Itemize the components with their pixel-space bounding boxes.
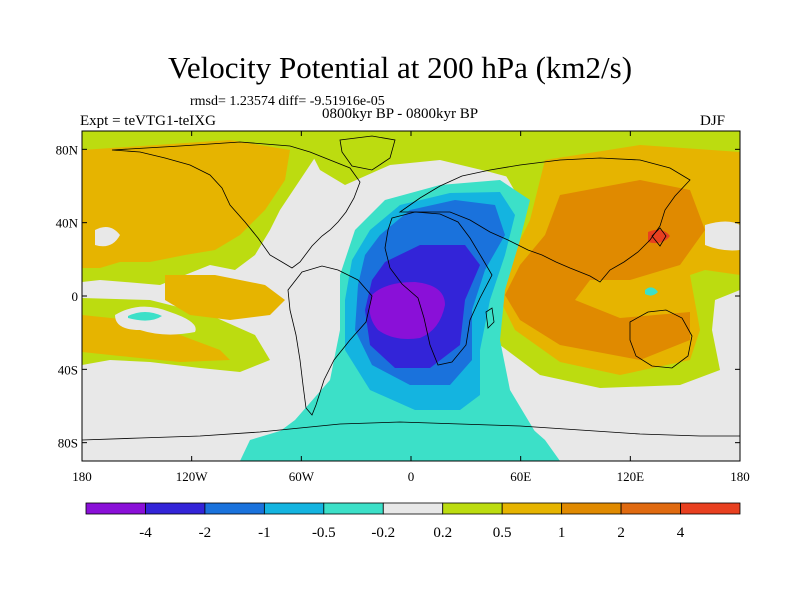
- coast-eurasia: [398, 157, 691, 283]
- colorbar-label: -4: [139, 525, 152, 541]
- coast-north-america: [111, 141, 361, 269]
- coast-australia: [629, 309, 693, 369]
- x-tick-label: 180: [730, 469, 750, 484]
- colorbar-swatch: [501, 502, 563, 515]
- colorbar-swatch: [620, 502, 681, 515]
- contour-asia-2: [505, 180, 705, 360]
- y-tick-label: 0: [72, 289, 79, 304]
- coast-madagascar: [485, 307, 495, 329]
- season-label: DJF: [700, 113, 726, 129]
- contour-pacific-blob-neg: [128, 312, 162, 321]
- colorbar-label: 1: [558, 525, 566, 541]
- contour-maritime-blob: [645, 287, 658, 296]
- x-tick-label: 60E: [510, 469, 531, 484]
- map-axes: 180 120W 60W 0 60E 120E 180 80N 40N 0 40S 80S: [56, 131, 750, 484]
- colorbar-label: -1: [258, 525, 271, 541]
- contour-central-pacific-1: [165, 275, 285, 320]
- colorbar: -4 -2 -1 -0.5 -0.2 0.2 0.5 1 2 4: [85, 502, 741, 541]
- colorbar-swatch: [263, 502, 325, 515]
- coast-japan: [651, 227, 667, 247]
- colorbar-label: 4: [677, 525, 685, 541]
- experiment-label: Expt = teVTG1-teIXG: [80, 113, 216, 129]
- x-tick-label: 120E: [617, 469, 645, 484]
- contour-west-indian-blob-0.2: [705, 221, 740, 251]
- contour-south-pacific-1: [82, 315, 230, 362]
- y-tick-label: 80N: [56, 142, 79, 157]
- colorbar-label: 0.5: [493, 525, 512, 541]
- coast-antarctica: [82, 421, 740, 441]
- coastlines: [82, 135, 740, 441]
- colorbar-label: -2: [199, 525, 212, 541]
- contour-japan-4: [648, 229, 670, 244]
- contour-southern-ocean-neg-0.2: [240, 418, 560, 461]
- colorbar-swatch: [85, 502, 146, 515]
- x-tick-label: 120W: [176, 469, 209, 484]
- colorbar-label: 0.2: [433, 525, 452, 541]
- contour-pacific-island-0.2: [95, 226, 120, 247]
- colorbar-swatch: [680, 502, 741, 515]
- x-tick-label: 180: [72, 469, 92, 484]
- coast-south-america: [287, 265, 373, 416]
- contour-north-atlantic-0.5: [300, 131, 540, 185]
- colorbar-label: 2: [617, 525, 625, 541]
- contour-east-pacific-1: [82, 140, 290, 268]
- velocity-potential-field: [82, 131, 740, 461]
- period-label: 0800kyr BP - 0800kyr BP: [322, 106, 479, 122]
- contour-atlantic-neg-4: [369, 282, 445, 339]
- y-tick-label: 80S: [58, 436, 78, 451]
- colorbar-swatch: [561, 502, 622, 515]
- colorbar-swatch: [145, 502, 206, 515]
- colorbar-label: -0.5: [312, 525, 336, 541]
- coast-greenland: [339, 135, 396, 171]
- colorbar-swatch: [323, 502, 384, 515]
- x-tick-label: 0: [408, 469, 415, 484]
- y-tick-label: 40N: [56, 216, 79, 231]
- colorbar-swatch: [204, 502, 265, 515]
- y-tick-label: 40S: [58, 362, 78, 377]
- colorbar-swatch: [382, 502, 444, 515]
- plot-title: Velocity Potential at 200 hPa (km2/s): [167, 50, 633, 85]
- colorbar-swatch: [442, 502, 503, 515]
- x-tick-label: 60W: [289, 469, 315, 484]
- stats-line: rmsd= 1.23574 diff= -9.51916e-05: [190, 94, 385, 109]
- coast-africa: [384, 211, 493, 366]
- colorbar-label: -0.2: [371, 525, 395, 541]
